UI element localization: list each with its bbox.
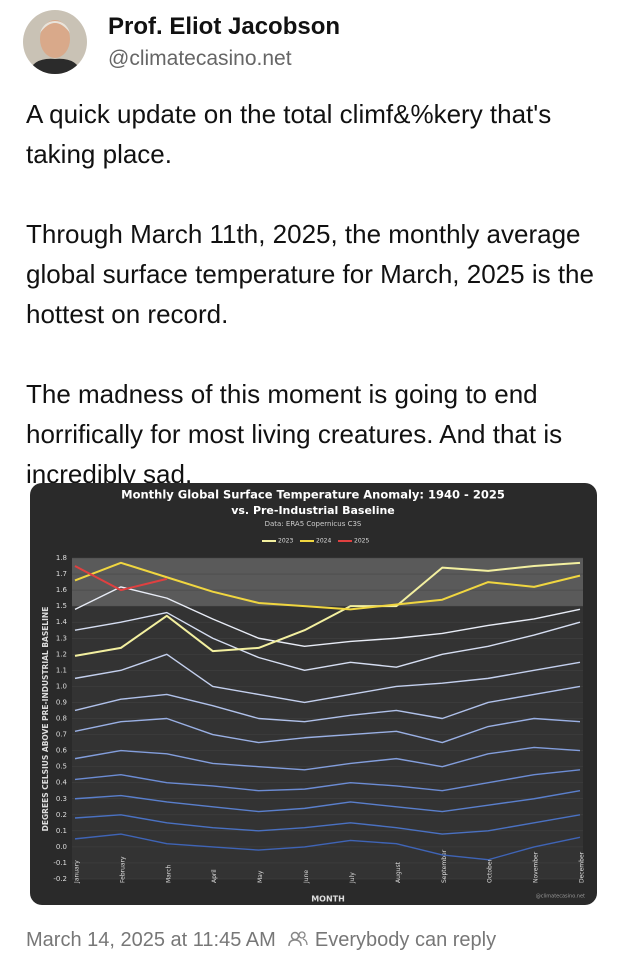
series-line xyxy=(74,653,581,704)
post-footer: March 14, 2025 at 11:45 AM Everybody can… xyxy=(26,929,496,952)
y-tick-label: 0.8 xyxy=(56,715,67,723)
timestamp[interactable]: March 14, 2025 at 11:45 AM xyxy=(26,929,276,951)
chart-title: Monthly Global Surface Temperature Anoma… xyxy=(121,488,505,502)
y-tick-label: 0.9 xyxy=(56,698,67,706)
y-tick-label: 1.5 xyxy=(56,602,67,610)
y-tick-label: 0.4 xyxy=(56,779,68,787)
x-tick-label: November xyxy=(533,851,540,883)
x-tick-label: July xyxy=(349,872,356,884)
y-tick-label: 0.7 xyxy=(56,731,67,739)
post-body: A quick update on the total climf&%kery … xyxy=(26,94,601,534)
y-tick-label: 1.3 xyxy=(56,634,67,642)
series-line xyxy=(74,611,581,672)
series-line xyxy=(74,685,581,723)
x-tick-label: June xyxy=(303,870,310,884)
x-tick-label: October xyxy=(487,858,494,883)
paragraph: The madness of this moment is going to e… xyxy=(26,379,563,489)
chart-image: Monthly Global Surface Temperature Anoma… xyxy=(30,483,597,910)
y-tick-label: -0.2 xyxy=(53,875,67,883)
y-axis-label: DEGREES CELSIUS ABOVE PRE-INDUSTRIAL BAS… xyxy=(41,607,50,832)
x-tick-label: April xyxy=(211,869,218,883)
series-line xyxy=(74,769,581,792)
y-tick-label: 1.0 xyxy=(56,682,67,690)
x-tick-label: March xyxy=(165,865,172,883)
highlight-band xyxy=(72,558,583,607)
series-line xyxy=(74,586,581,647)
y-tick-label: 0.3 xyxy=(56,795,67,803)
chart: Monthly Global Surface Temperature Anoma… xyxy=(30,483,597,905)
avatar[interactable] xyxy=(22,9,88,75)
people-icon xyxy=(288,931,309,947)
y-tick-label: 1.8 xyxy=(56,554,67,562)
x-tick-label: May xyxy=(257,870,264,883)
series-line xyxy=(74,746,581,771)
y-tick-label: 1.6 xyxy=(56,586,68,594)
y-tick-label: 1.4 xyxy=(56,618,68,626)
author-handle[interactable]: @climatecasino.net xyxy=(108,47,292,70)
y-tick-label: 1.1 xyxy=(56,666,67,674)
paragraph: A quick update on the total climf&%kery … xyxy=(26,99,552,169)
x-tick-label: February xyxy=(119,856,126,883)
chart-subtitle: vs. Pre-Industrial Baseline xyxy=(231,504,395,517)
series-line-highlight xyxy=(74,565,168,592)
series-line-highlight xyxy=(74,561,581,611)
y-tick-label: -0.1 xyxy=(53,859,67,867)
series-line-highlight xyxy=(74,561,581,657)
y-tick-label: 0.0 xyxy=(56,843,67,851)
watermark: @climatecasino.net xyxy=(536,894,585,900)
x-axis-label: MONTH xyxy=(311,895,345,904)
y-tick-label: 0.5 xyxy=(56,763,67,771)
y-tick-label: 0.1 xyxy=(56,827,67,835)
y-tick-label: 1.7 xyxy=(56,570,67,578)
chart-source: Data: ERA5 Copernicus C3S xyxy=(265,520,362,528)
x-tick-label: August xyxy=(395,861,402,883)
series-line xyxy=(74,833,581,861)
y-tick-label: 0.6 xyxy=(56,747,68,755)
series-line xyxy=(74,717,581,744)
legend-label: 2024 xyxy=(316,538,331,545)
legend-label: 2023 xyxy=(278,538,293,545)
x-tick-label: January xyxy=(74,860,81,884)
x-tick-label: December xyxy=(579,851,586,883)
reply-setting: Everybody can reply xyxy=(314,929,497,951)
y-tick-label: 1.2 xyxy=(56,650,67,658)
y-tick-label: 0.2 xyxy=(56,811,67,819)
legend-label: 2025 xyxy=(354,538,369,545)
series-line xyxy=(74,790,581,813)
paragraph: Through March 11th, 2025, the monthly av… xyxy=(26,219,594,329)
series-line xyxy=(74,814,581,835)
x-tick-label: September xyxy=(441,849,448,883)
author-name[interactable]: Prof. Eliot Jacobson xyxy=(108,13,341,40)
